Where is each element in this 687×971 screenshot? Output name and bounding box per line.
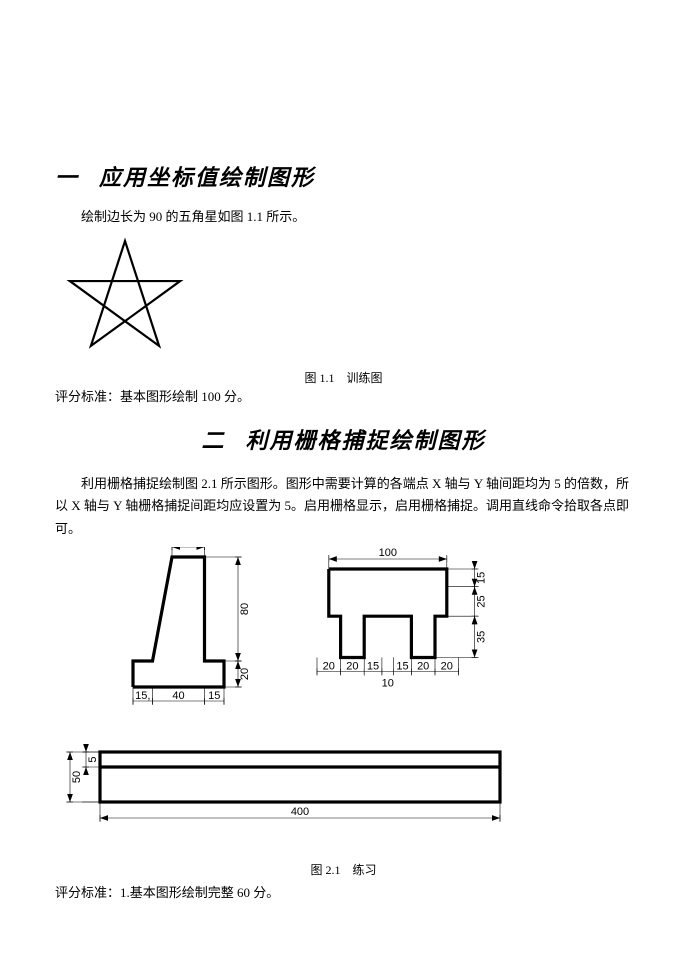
svg-text:20: 20 (441, 660, 453, 672)
svg-text:15: 15 (367, 660, 379, 672)
svg-text:40: 40 (172, 690, 184, 702)
svg-text:15,: 15, (135, 690, 150, 702)
svg-text:20: 20 (323, 660, 335, 672)
section2-number: 二 (201, 423, 223, 455)
svg-text:20: 20 (239, 668, 251, 680)
figure-1-1-caption: 图 1.1 训练图 (55, 369, 632, 386)
svg-text:15: 15 (396, 660, 408, 672)
svg-text:400: 400 (291, 806, 309, 818)
figure-2-1-caption: 图 2.1 练习 (55, 861, 632, 878)
svg-text:20: 20 (346, 660, 358, 672)
svg-text:10: 10 (382, 677, 394, 689)
figure-2-1-drawing: 25802015,4015100152535202015152020105504… (55, 547, 535, 857)
svg-text:100: 100 (379, 547, 397, 559)
svg-text:25: 25 (476, 595, 488, 607)
section1-title: 应用坐标值绘制图形 (99, 160, 315, 192)
section2-para1: 利用栅格捕捉绘制图 2.1 所示图形。图形中需要计算的各端点 X 轴与 Y 轴间… (55, 473, 632, 541)
svg-text:15: 15 (476, 571, 488, 583)
section1-para1: 绘制边长为 90 的五角星如图 1.1 所示。 (55, 206, 632, 229)
svg-text:15: 15 (208, 690, 220, 702)
section2-title: 利用栅格捕捉绘制图形 (246, 423, 486, 455)
section1-number: 一 (55, 160, 77, 192)
figure-1-1-star (55, 237, 195, 365)
svg-text:50: 50 (71, 771, 83, 783)
section2-grading: 评分标准：1.基本图形绘制完整 60 分。 (55, 882, 632, 905)
svg-text:20: 20 (417, 660, 429, 672)
svg-text:80: 80 (239, 603, 251, 615)
svg-text:5: 5 (87, 756, 99, 762)
svg-text:35: 35 (476, 630, 488, 642)
section1-grading: 评分标准：基本图形绘制 100 分。 (55, 386, 632, 409)
